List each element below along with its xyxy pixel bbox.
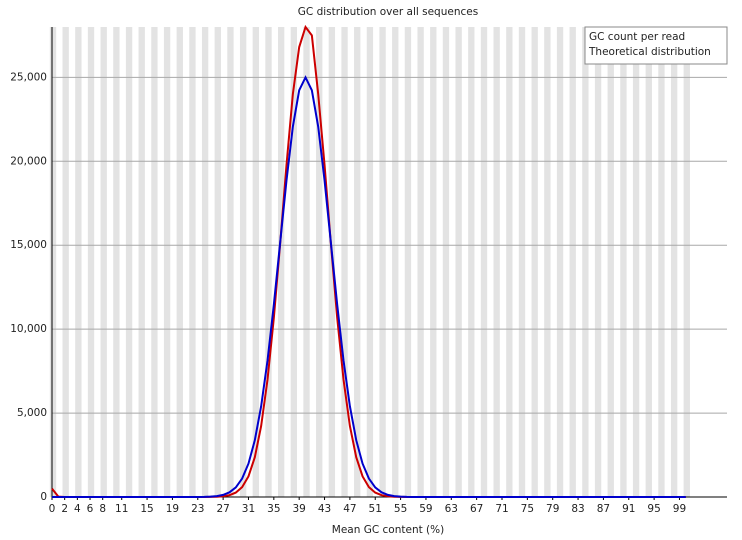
x-tick-label: 19 — [166, 503, 179, 515]
x-tick-label: 47 — [343, 503, 356, 515]
x-tick-label: 95 — [647, 503, 660, 515]
x-tick-label: 6 — [87, 503, 94, 515]
band — [214, 27, 221, 497]
x-tick-label: 75 — [521, 503, 534, 515]
band — [316, 27, 323, 497]
x-tick-label: 87 — [597, 503, 610, 515]
legend-entry: Theoretical distribution — [588, 46, 711, 58]
y-tick-label: 5,000 — [17, 407, 47, 419]
x-axis-label: Mean GC content (%) — [332, 524, 444, 536]
band — [278, 27, 285, 497]
y-tick-label: 20,000 — [10, 155, 47, 167]
legend-box — [584, 26, 728, 65]
x-tick-label: 91 — [622, 503, 635, 515]
band — [201, 27, 209, 497]
band — [252, 27, 259, 497]
band — [430, 27, 437, 497]
band — [594, 27, 602, 497]
band — [354, 27, 361, 497]
band — [303, 27, 310, 497]
band — [189, 27, 196, 497]
band — [556, 27, 564, 497]
band — [100, 27, 107, 497]
band — [227, 27, 234, 497]
band — [113, 27, 120, 497]
band — [480, 27, 488, 497]
x-tick-label: 2 — [61, 503, 68, 515]
band — [620, 27, 627, 497]
x-tick-label: 35 — [267, 503, 280, 515]
x-tick-label: 59 — [419, 503, 432, 515]
x-tick-label: 51 — [369, 503, 382, 515]
x-tick-label: 55 — [394, 503, 407, 515]
band — [239, 27, 247, 497]
x-tick-label: 15 — [140, 503, 153, 515]
band — [607, 27, 614, 497]
band — [163, 27, 171, 497]
band — [62, 27, 69, 497]
band — [417, 27, 424, 497]
x-tick-label: 4 — [74, 503, 81, 515]
x-tick-label: 27 — [216, 503, 229, 515]
band — [290, 27, 298, 497]
band — [341, 27, 348, 497]
legend-entry: GC count per read — [589, 31, 685, 43]
band — [544, 27, 551, 497]
y-tick-label: 15,000 — [10, 239, 47, 251]
x-tick-label: 23 — [191, 503, 204, 515]
x-tick-label: 63 — [445, 503, 458, 515]
band — [569, 27, 576, 497]
band — [75, 27, 82, 497]
x-tick-label: 99 — [673, 503, 686, 515]
x-tick-label: 79 — [546, 503, 559, 515]
x-tick-label: 67 — [470, 503, 483, 515]
y-tick-label: 10,000 — [10, 323, 47, 335]
band — [506, 27, 513, 497]
band — [582, 27, 589, 497]
band — [366, 27, 374, 497]
band — [392, 27, 399, 497]
band — [404, 27, 412, 497]
band — [138, 27, 145, 497]
band — [531, 27, 538, 497]
band — [176, 27, 183, 497]
band — [632, 27, 640, 497]
band — [379, 27, 386, 497]
x-tick-label: 39 — [292, 503, 305, 515]
band — [658, 27, 665, 497]
band — [151, 27, 158, 497]
x-tick-label: 31 — [242, 503, 255, 515]
band — [645, 27, 652, 497]
band — [670, 27, 678, 497]
chart-title: GC distribution over all sequences — [298, 6, 478, 18]
x-tick-label: 11 — [115, 503, 128, 515]
band — [87, 27, 95, 497]
band — [125, 27, 133, 497]
y-tick-label: 0 — [40, 491, 47, 503]
x-tick-label: 8 — [99, 503, 106, 515]
x-tick-label: 71 — [495, 503, 508, 515]
band — [468, 27, 475, 497]
band — [442, 27, 450, 497]
band — [265, 27, 272, 497]
band — [49, 27, 57, 497]
band — [493, 27, 500, 497]
band — [518, 27, 526, 497]
x-tick-label: 83 — [571, 503, 584, 515]
band — [455, 27, 462, 497]
x-tick-label: 0 — [49, 503, 56, 515]
series-line — [52, 75, 686, 498]
band — [683, 27, 690, 497]
x-tick-label: 43 — [318, 503, 331, 515]
y-tick-label: 25,000 — [10, 71, 47, 83]
